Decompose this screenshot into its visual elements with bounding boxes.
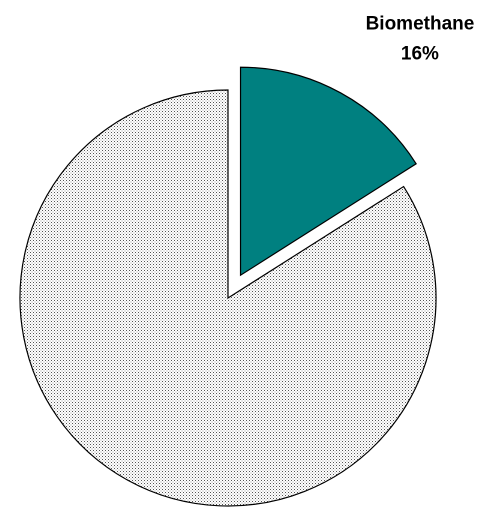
pie-slice [239, 66, 417, 277]
slice-label: Biomethane [366, 13, 475, 34]
pie-slice [19, 89, 437, 507]
slice-value-label: 16% [401, 43, 439, 64]
